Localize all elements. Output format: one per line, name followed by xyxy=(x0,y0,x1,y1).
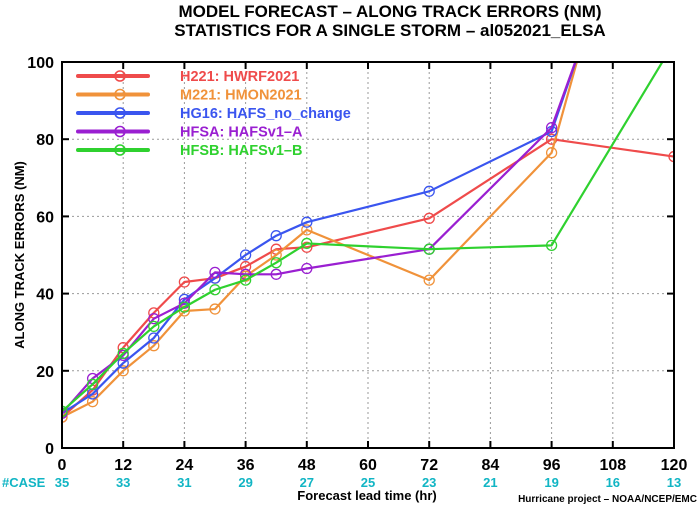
case-count: 21 xyxy=(483,475,497,490)
x-tick-label: 60 xyxy=(359,457,377,474)
x-tick-label: 84 xyxy=(482,457,500,474)
case-label: #CASE xyxy=(2,475,46,490)
x-tick-label: 120 xyxy=(661,457,688,474)
case-count: 19 xyxy=(544,475,558,490)
data-point xyxy=(148,320,160,333)
y-tick-label: 40 xyxy=(36,287,54,304)
legend-label: M221: HMON2021 xyxy=(180,88,302,104)
x-tick-label: 24 xyxy=(176,457,194,474)
data-point xyxy=(545,147,558,159)
data-point xyxy=(86,378,99,390)
case-count: 33 xyxy=(116,475,130,490)
data-point xyxy=(178,301,191,313)
data-point xyxy=(148,340,160,352)
series-line xyxy=(62,62,577,415)
data-point xyxy=(545,239,558,252)
data-point xyxy=(209,266,221,279)
legend-label: HG16: HAFS_no_change xyxy=(180,106,351,122)
series-line xyxy=(62,62,578,419)
x-tick-label: 72 xyxy=(420,457,438,474)
x-tick-label: 48 xyxy=(298,457,316,474)
legend-marker xyxy=(114,88,126,101)
data-point xyxy=(545,121,558,134)
case-count: 16 xyxy=(606,475,620,490)
data-point xyxy=(669,38,679,48)
legend-marker xyxy=(114,144,126,156)
x-tick-label: 12 xyxy=(114,457,132,474)
y-tick-label: 80 xyxy=(36,132,54,149)
series-line xyxy=(62,62,664,413)
grid-lines xyxy=(62,62,674,448)
case-count: 25 xyxy=(361,475,375,490)
legend: H221: HWRF2021 M221: HMON2021 HG16: HAFS_n… xyxy=(76,69,351,159)
legend-marker xyxy=(114,70,126,82)
case-count: 27 xyxy=(300,475,314,490)
credit-text: Hurricane project – NOAA/NCEP/EMC xyxy=(518,494,697,505)
data-point xyxy=(301,216,313,228)
data-point xyxy=(62,405,68,417)
case-count: 29 xyxy=(238,475,252,490)
data-point xyxy=(545,133,558,145)
x-tick-label: 0 xyxy=(58,457,67,474)
data-point xyxy=(301,224,313,236)
chart-title: MODEL FORECAST – ALONG TRACK ERRORS (NM) xyxy=(178,2,601,21)
y-tick-label: 0 xyxy=(45,441,54,458)
y-tick-label: 100 xyxy=(27,55,54,72)
data-point xyxy=(86,396,99,408)
series-layer xyxy=(62,38,679,423)
case-count: 31 xyxy=(177,475,191,490)
data-point xyxy=(239,249,252,261)
x-axis-label: Forecast lead time (hr) xyxy=(297,488,436,503)
x-tick-label: 36 xyxy=(237,457,255,474)
x-tick-label: 96 xyxy=(543,457,561,474)
axes-layer: 0351233243136294827602572238421961910816… xyxy=(2,55,687,490)
data-point xyxy=(270,257,282,269)
legend-label: H221: HWRF2021 xyxy=(180,69,299,85)
data-point xyxy=(423,274,435,286)
y-tick-label: 20 xyxy=(36,364,54,381)
series-5 xyxy=(62,38,679,417)
data-point xyxy=(62,411,68,423)
legend-marker xyxy=(114,125,126,138)
data-point xyxy=(178,276,191,288)
data-point xyxy=(117,365,129,377)
data-point xyxy=(117,347,129,360)
data-point xyxy=(148,332,160,344)
y-tick-label: 60 xyxy=(36,209,54,226)
data-point xyxy=(270,249,282,261)
data-point xyxy=(423,243,435,255)
data-point xyxy=(301,237,313,250)
data-point xyxy=(209,284,221,296)
data-point xyxy=(423,212,435,224)
data-point xyxy=(209,303,221,315)
y-axis-label: ALONG TRACK ERRORS (NM) xyxy=(12,161,27,349)
legend-marker xyxy=(114,107,126,119)
data-point xyxy=(148,313,160,325)
data-point xyxy=(270,268,282,280)
data-point xyxy=(423,185,435,197)
chart-subtitle: STATISTICS FOR A SINGLE STORM – al052021… xyxy=(174,21,605,40)
data-point xyxy=(239,274,252,286)
legend-label: HFSB: HAFSv1–B xyxy=(180,143,302,159)
data-point xyxy=(668,150,674,163)
x-tick-label: 108 xyxy=(599,457,626,474)
data-point xyxy=(301,262,313,275)
data-point xyxy=(270,230,282,242)
case-count: 13 xyxy=(667,475,681,490)
case-count: 23 xyxy=(422,475,436,490)
case-count: 35 xyxy=(55,475,69,490)
legend-label: HFSA: HAFSv1–A xyxy=(180,125,303,141)
